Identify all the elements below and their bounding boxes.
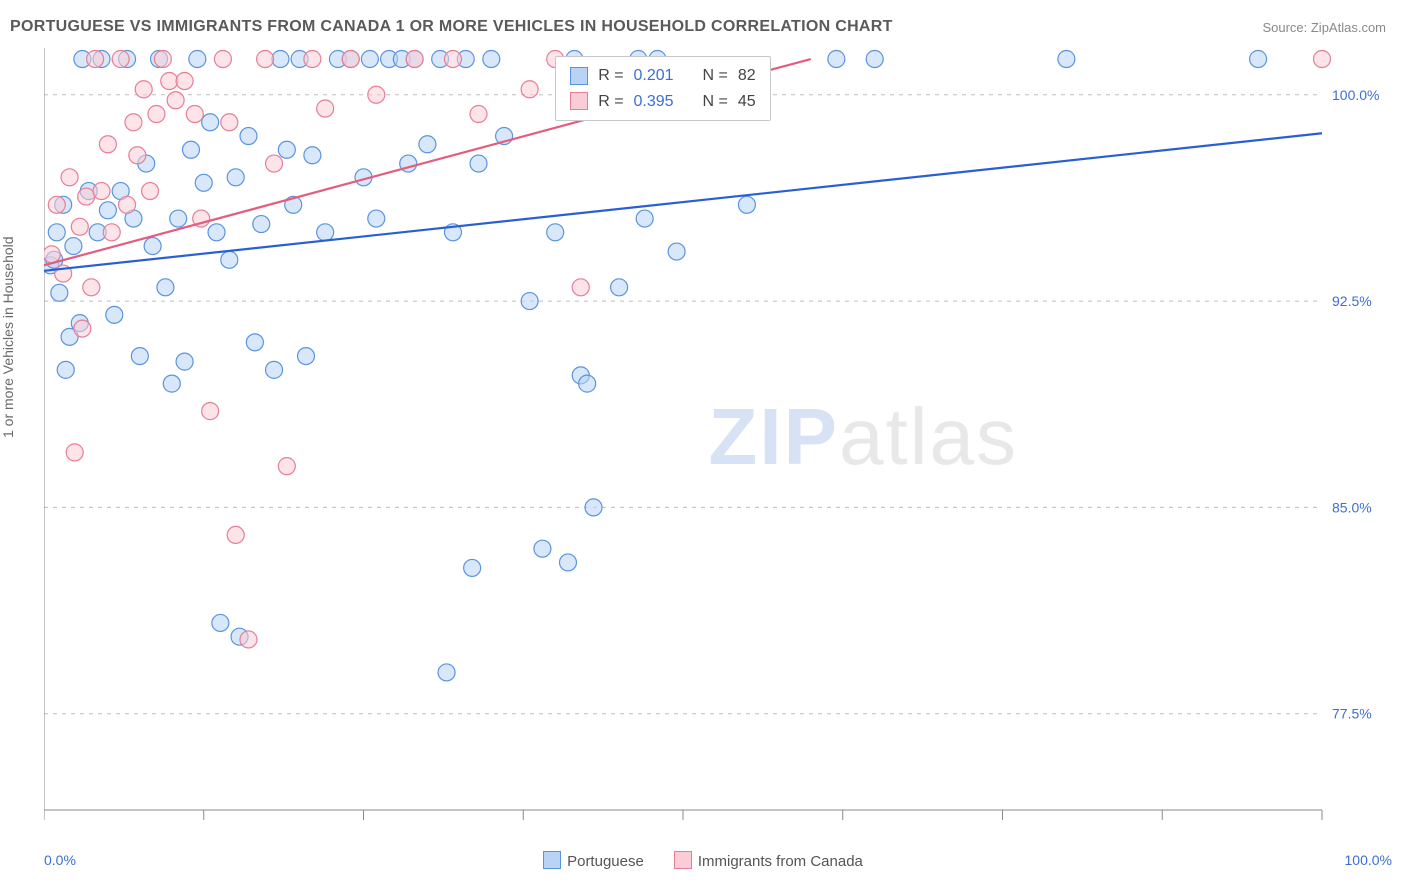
r-value: 0.395 — [634, 89, 674, 115]
series-legend: Portuguese Immigrants from Canada — [0, 851, 1406, 870]
n-value: 82 — [738, 63, 756, 89]
n-label: N = — [702, 89, 727, 115]
scatter-plot: 77.5% 85.0% 92.5% 100.0% — [44, 48, 1392, 828]
r-label: R = — [598, 89, 623, 115]
svg-text:85.0%: 85.0% — [1332, 499, 1372, 515]
legend-label: Immigrants from Canada — [698, 853, 863, 870]
svg-text:92.5%: 92.5% — [1332, 293, 1372, 309]
y-axis-label: 1 or more Vehicles in Household — [0, 236, 16, 438]
chart-title: PORTUGUESE VS IMMIGRANTS FROM CANADA 1 O… — [10, 18, 893, 36]
svg-text:77.5%: 77.5% — [1332, 706, 1372, 722]
r-value: 0.201 — [634, 63, 674, 89]
legend-swatch — [543, 851, 561, 869]
title-bar: PORTUGUESE VS IMMIGRANTS FROM CANADA 1 O… — [10, 18, 1386, 36]
legend-item: Immigrants from Canada — [674, 851, 863, 870]
legend-item: Portuguese — [543, 851, 644, 870]
chart-area: 77.5%85.0%92.5%100.0% ZIPatlas R =0.201 … — [44, 48, 1392, 828]
source-attribution: Source: ZipAtlas.com — [1262, 20, 1386, 35]
n-value: 45 — [738, 89, 756, 115]
legend-swatch — [570, 67, 588, 85]
correlation-legend: R = 0.201 N = 82 R = 0.395 N = 45 — [555, 56, 770, 121]
legend-swatch — [570, 92, 588, 110]
n-label: N = — [702, 63, 727, 89]
r-label: R = — [598, 63, 623, 89]
legend-swatch — [674, 851, 692, 869]
legend-label: Portuguese — [567, 853, 644, 870]
svg-text:100.0%: 100.0% — [1332, 87, 1379, 103]
